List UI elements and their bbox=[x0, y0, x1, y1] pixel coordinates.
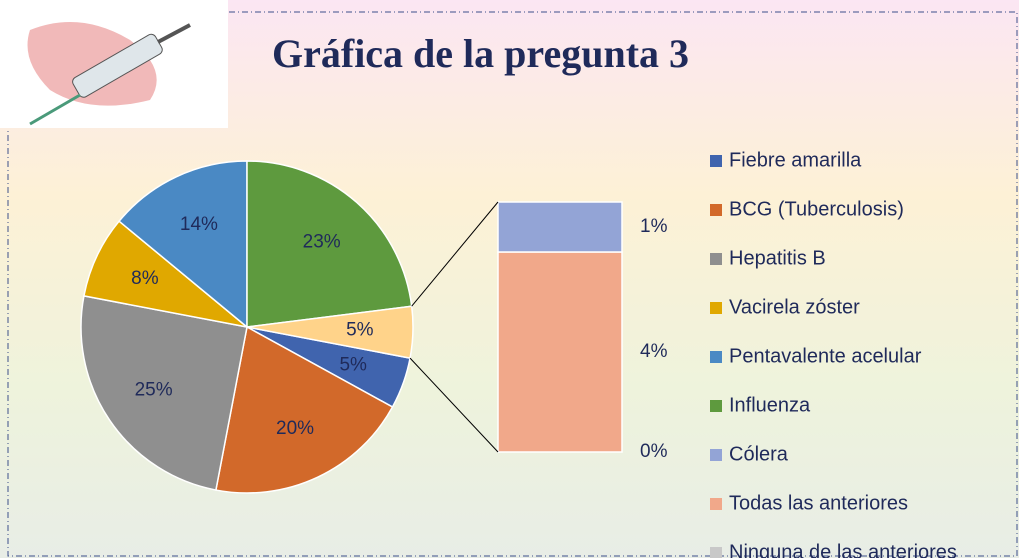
bar-segment bbox=[498, 252, 622, 452]
bar-segment bbox=[498, 202, 622, 252]
slice-label: 8% bbox=[131, 268, 159, 289]
chart-title: Gráfica de la pregunta 3 bbox=[272, 31, 689, 76]
legend-label: Ninguna de las anteriores bbox=[729, 541, 957, 558]
slice-label: 23% bbox=[303, 231, 341, 252]
bar-label: 1% bbox=[640, 216, 668, 237]
legend-swatch bbox=[710, 155, 722, 167]
bar-label: 4% bbox=[640, 341, 668, 362]
legend-label: Todas las anteriores bbox=[729, 492, 908, 514]
legend-label: Cólera bbox=[729, 443, 789, 465]
bar-label: 0% bbox=[640, 441, 668, 462]
legend-swatch bbox=[710, 449, 722, 461]
legend-label: Vacirela zóster bbox=[729, 296, 860, 318]
slice-label: 14% bbox=[180, 214, 218, 235]
legend-label: Hepatitis B bbox=[729, 247, 826, 269]
legend-label: BCG (Tuberculosis) bbox=[729, 198, 904, 220]
slice-label: 25% bbox=[135, 379, 173, 400]
legend-swatch bbox=[710, 400, 722, 412]
legend-swatch bbox=[710, 302, 722, 314]
slice-label: 5% bbox=[346, 320, 374, 341]
legend-swatch bbox=[710, 253, 722, 265]
page: Gráfica de la pregunta 3 5% 20% 25% 8% 14% 23… bbox=[0, 0, 1019, 558]
legend-label: Fiebre amarilla bbox=[729, 149, 862, 171]
chart: Gráfica de la pregunta 3 5% 20% 25% 8% 14% 23… bbox=[0, 0, 1019, 558]
legend-swatch bbox=[710, 547, 722, 558]
syringe-image bbox=[0, 0, 228, 128]
slice-label: 20% bbox=[276, 418, 314, 439]
legend-label: Pentavalente acelular bbox=[729, 345, 922, 367]
legend-swatch bbox=[710, 351, 722, 363]
legend-label: Influenza bbox=[729, 394, 811, 416]
slice-label: 5% bbox=[339, 354, 367, 375]
legend-swatch bbox=[710, 498, 722, 510]
legend-swatch bbox=[710, 204, 722, 216]
